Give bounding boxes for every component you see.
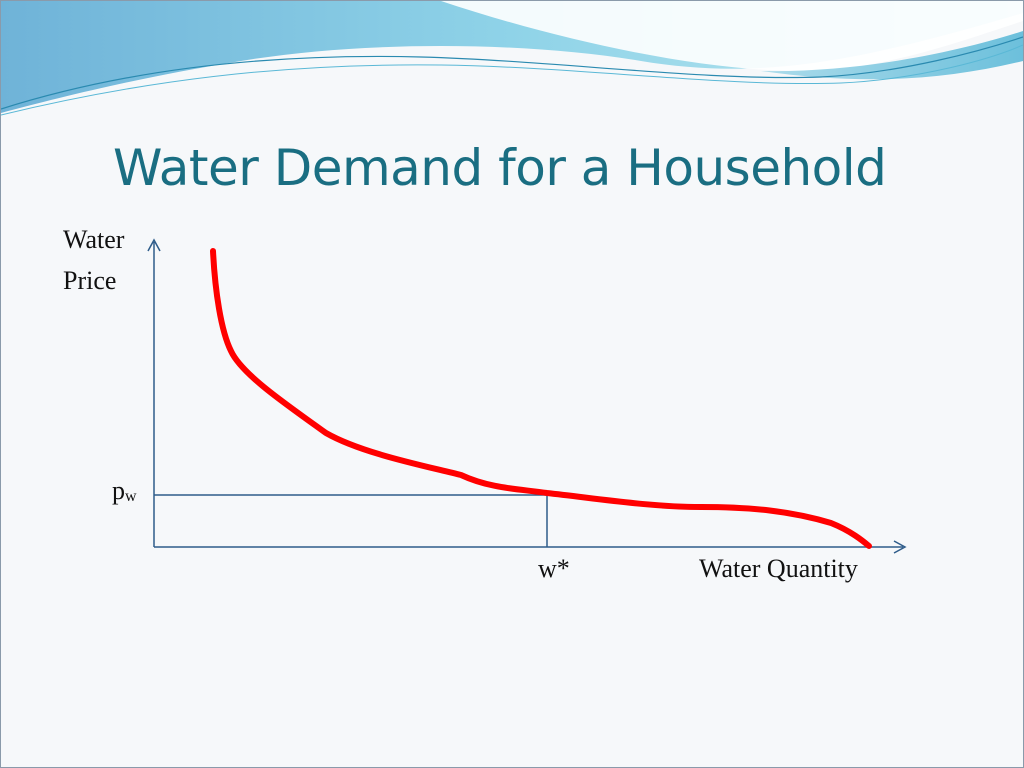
y-axis-arrow [147,238,161,252]
y-axis-label-line1: Water [63,225,125,254]
wave-white [441,1,1023,71]
wave-front [761,31,1023,80]
header-wave-banner [1,1,1023,116]
price-marker-subscript: w [125,488,137,505]
y-axis-label-line2: Price [63,266,117,295]
slide-title: Water Demand for a Household [113,139,887,197]
quantity-marker-label: w* [538,554,570,583]
price-marker-label: pw [112,478,137,505]
demand-curve [210,248,872,549]
x-axis-label: Water Quantity [699,554,858,583]
x-axis-arrow [893,540,907,554]
price-marker-base: p [112,476,125,505]
wave-line-2 [1,44,1023,116]
wave-line [1,36,1023,110]
